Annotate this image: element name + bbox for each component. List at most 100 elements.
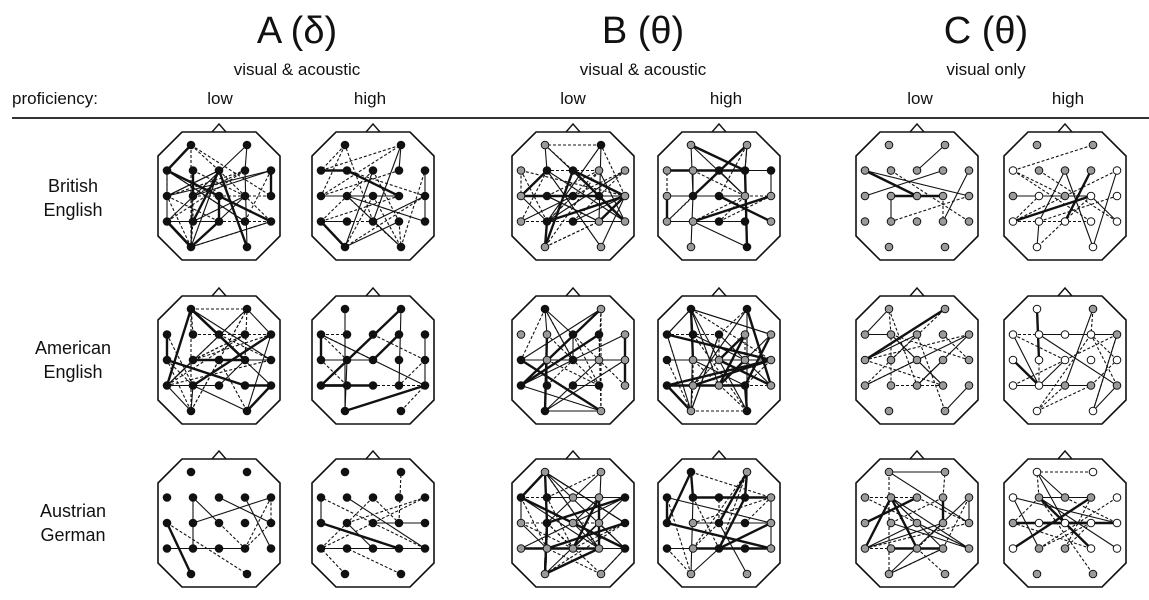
nose-marker	[909, 122, 925, 133]
connection-line	[192, 333, 272, 361]
head-map	[657, 449, 781, 588]
connection-line	[572, 334, 600, 386]
electrode-node	[662, 544, 672, 553]
electrode-node	[740, 217, 750, 226]
connection-line	[690, 548, 720, 575]
electrode-node	[662, 191, 672, 201]
electrode-node	[1060, 544, 1070, 553]
electrode-node	[594, 493, 604, 502]
electrode-node	[266, 355, 276, 365]
electrode-node	[394, 518, 404, 528]
electrode-node	[938, 493, 948, 502]
head-map	[511, 286, 635, 425]
row-label-line: American	[34, 338, 112, 358]
connection-line	[520, 358, 602, 413]
electrode-node	[912, 355, 922, 365]
electrode-node	[620, 493, 630, 502]
head-map	[157, 449, 281, 588]
connection-line	[692, 522, 720, 549]
electrode-node	[686, 242, 696, 252]
electrode-node	[620, 355, 630, 365]
electrode-node	[594, 191, 604, 201]
connection-line	[1090, 334, 1118, 386]
electrode-node	[240, 381, 250, 390]
row-label-austrian-german: Austrian German	[8, 499, 138, 547]
electrode-node	[1008, 330, 1018, 339]
electrode-node	[394, 166, 404, 175]
column-title: A (δ)	[256, 10, 338, 52]
electrode-node	[316, 166, 326, 175]
connection-line	[572, 170, 626, 197]
electrode-node	[662, 381, 672, 390]
connection-line	[666, 308, 692, 335]
nose-marker	[211, 286, 227, 297]
electrode-node	[1008, 191, 1018, 201]
connection-line	[743, 333, 773, 387]
head-map	[657, 286, 781, 425]
connection-line	[246, 384, 272, 412]
electrode-node	[938, 355, 948, 365]
connection-line	[665, 471, 693, 524]
electrode-node	[1086, 217, 1096, 226]
connection-line	[888, 471, 970, 524]
electrode-node	[342, 544, 352, 553]
electrode-node	[594, 381, 604, 390]
connection-line	[400, 385, 426, 412]
connection-line	[690, 497, 694, 575]
connection-line	[718, 308, 748, 335]
electrode-node	[1088, 406, 1098, 416]
electrode-node	[740, 381, 750, 390]
electrode-node	[620, 544, 630, 553]
connection-line	[244, 170, 248, 248]
connection-line	[192, 333, 272, 387]
connection-line	[1090, 334, 1118, 361]
connection-line	[520, 522, 548, 549]
electrode-node	[542, 191, 552, 201]
electrode-node	[240, 355, 250, 365]
electrode-node	[420, 217, 430, 226]
electrode-node	[342, 355, 352, 365]
row-label-line: Austrian	[39, 501, 107, 521]
nose-marker	[711, 449, 727, 460]
connection-line	[218, 497, 272, 524]
connection-line	[1012, 497, 1040, 524]
electrode-node	[860, 217, 870, 226]
proficiency-low-c: low	[907, 89, 933, 108]
electrode-node	[860, 330, 870, 339]
electrode-node	[594, 518, 604, 528]
electrode-node	[714, 191, 724, 201]
electrode-node	[742, 140, 752, 150]
connection-line	[346, 169, 400, 198]
electrode-node	[542, 355, 552, 365]
electrode-node	[1060, 330, 1070, 339]
connection-line	[864, 169, 944, 197]
electrode-node	[214, 191, 224, 201]
electrode-node	[214, 544, 224, 553]
electrode-node	[662, 217, 672, 226]
electrode-node	[594, 355, 604, 365]
electrode-node	[766, 518, 776, 528]
electrode-node	[1034, 493, 1044, 502]
connection-line	[217, 170, 249, 248]
electrode-node	[938, 217, 948, 226]
electrode-node	[740, 166, 750, 175]
connection-line	[1090, 195, 1118, 222]
column-title: B (θ)	[601, 10, 685, 52]
electrode-node	[596, 304, 606, 314]
nose-marker	[711, 122, 727, 133]
electrode-node	[620, 330, 630, 339]
electrode-node	[886, 381, 896, 390]
electrode-node	[394, 191, 404, 201]
connection-line	[544, 547, 600, 576]
electrode-node	[884, 304, 894, 314]
electrode-node	[420, 166, 430, 175]
connection-line	[166, 169, 272, 197]
connection-line	[520, 384, 602, 412]
nose-marker	[365, 449, 381, 460]
electrode-node	[714, 355, 724, 365]
connection-line	[546, 359, 574, 386]
connection-line	[690, 334, 720, 412]
electrode-node	[938, 191, 948, 201]
electrode-node	[1112, 191, 1122, 201]
electrode-node	[686, 140, 696, 150]
